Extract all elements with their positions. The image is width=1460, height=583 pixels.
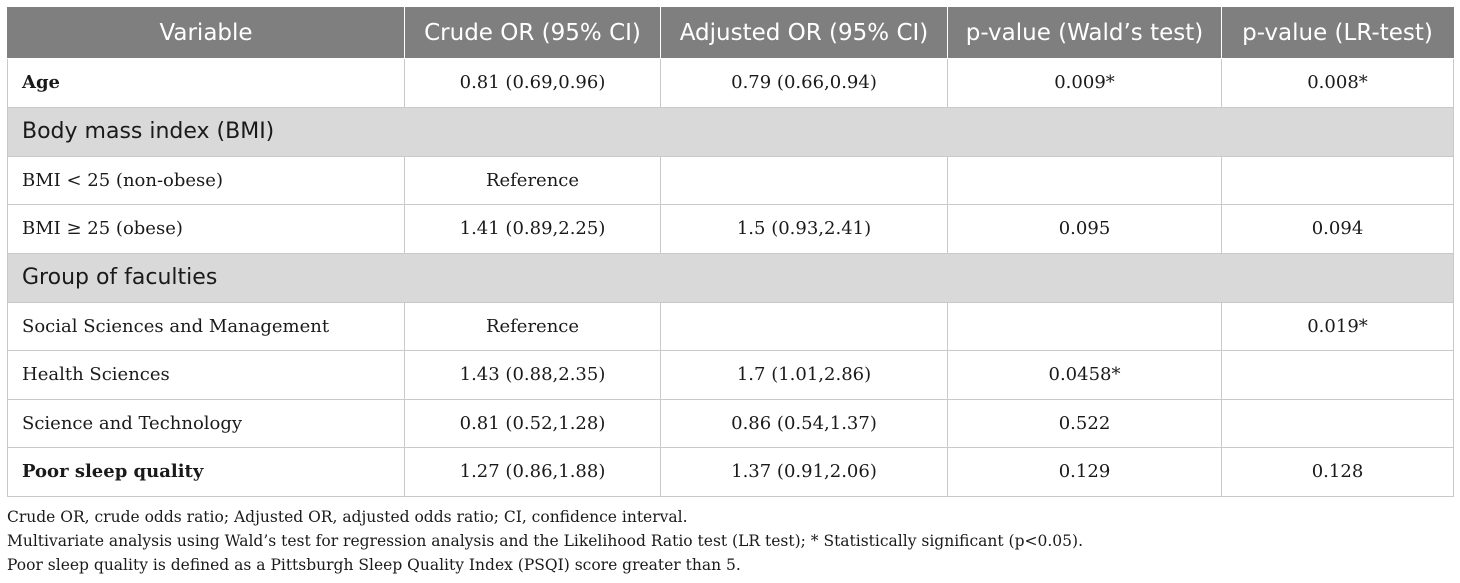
section-label-faculties: Group of faculties xyxy=(7,252,1454,303)
crude-or-cell: 1.43 (0.88,2.35) xyxy=(404,350,661,400)
adjusted-or-cell: 1.7 (1.01,2.86) xyxy=(660,350,948,400)
table-row: Social Sciences and Management Reference… xyxy=(7,301,1454,351)
row-label: Social Sciences and Management xyxy=(7,301,405,351)
p-value-lr-cell: 0.008* xyxy=(1221,58,1454,108)
adjusted-or-cell xyxy=(660,301,948,351)
section-row: Group of faculties xyxy=(7,252,1454,303)
adjusted-or-cell xyxy=(660,155,948,205)
adjusted-or-cell: 1.37 (0.91,2.06) xyxy=(660,447,948,497)
p-value-lr-cell: 0.128 xyxy=(1221,447,1454,497)
row-label: Science and Technology xyxy=(7,398,405,448)
footnote-methods: Multivariate analysis using Wald’s test … xyxy=(7,532,1084,550)
p-value-wald-cell: 0.129 xyxy=(947,447,1222,497)
header-p-value-wald: p-value (Wald’s test) xyxy=(947,7,1222,59)
p-value-lr-cell xyxy=(1221,155,1454,205)
table-row: Health Sciences 1.43 (0.88,2.35) 1.7 (1.… xyxy=(7,350,1454,400)
crude-or-cell: 0.81 (0.52,1.28) xyxy=(404,398,661,448)
header-p-value-lr: p-value (LR-test) xyxy=(1221,7,1454,59)
header-variable: Variable xyxy=(7,7,405,59)
section-row: Body mass index (BMI) xyxy=(7,106,1454,157)
p-value-lr-cell xyxy=(1221,350,1454,400)
table-footnotes: Crude OR, crude odds ratio; Adjusted OR,… xyxy=(7,505,1083,577)
table-row: Age 0.81 (0.69,0.96) 0.79 (0.66,0.94) 0.… xyxy=(7,58,1454,108)
p-value-wald-cell: 0.095 xyxy=(947,204,1222,254)
crude-or-cell: 0.81 (0.69,0.96) xyxy=(404,58,661,108)
header-adjusted-or: Adjusted OR (95% CI) xyxy=(660,7,948,59)
section-label-bmi: Body mass index (BMI) xyxy=(7,106,1454,157)
table-row: Poor sleep quality 1.27 (0.86,1.88) 1.37… xyxy=(7,447,1454,497)
adjusted-or-cell: 0.86 (0.54,1.37) xyxy=(660,398,948,448)
adjusted-or-cell: 0.79 (0.66,0.94) xyxy=(660,58,948,108)
p-value-wald-cell: 0.522 xyxy=(947,398,1222,448)
crude-or-cell: Reference xyxy=(404,301,661,351)
table-body: Age 0.81 (0.69,0.96) 0.79 (0.66,0.94) 0.… xyxy=(7,58,1454,497)
row-label: Poor sleep quality xyxy=(7,447,405,497)
crude-or-cell: Reference xyxy=(404,155,661,205)
header-crude-or: Crude OR (95% CI) xyxy=(404,7,661,59)
adjusted-or-cell: 1.5 (0.93,2.41) xyxy=(660,204,948,254)
table-header-row: Variable Crude OR (95% CI) Adjusted OR (… xyxy=(7,7,1454,59)
row-label: BMI < 25 (non-obese) xyxy=(7,155,405,205)
row-label: Age xyxy=(7,58,405,108)
footnote-abbreviations: Crude OR, crude odds ratio; Adjusted OR,… xyxy=(7,508,688,526)
p-value-lr-cell xyxy=(1221,398,1454,448)
p-value-wald-cell: 0.0458* xyxy=(947,350,1222,400)
p-value-lr-cell: 0.094 xyxy=(1221,204,1454,254)
results-table-container: Variable Crude OR (95% CI) Adjusted OR (… xyxy=(7,7,1454,497)
table-row: Science and Technology 0.81 (0.52,1.28) … xyxy=(7,398,1454,448)
table-row: BMI ≥ 25 (obese) 1.41 (0.89,2.25) 1.5 (0… xyxy=(7,204,1454,254)
odds-ratio-table: Variable Crude OR (95% CI) Adjusted OR (… xyxy=(7,7,1454,497)
p-value-wald-cell xyxy=(947,301,1222,351)
p-value-wald-cell xyxy=(947,155,1222,205)
crude-or-cell: 1.27 (0.86,1.88) xyxy=(404,447,661,497)
row-label: BMI ≥ 25 (obese) xyxy=(7,204,405,254)
p-value-lr-cell: 0.019* xyxy=(1221,301,1454,351)
p-value-wald-cell: 0.009* xyxy=(947,58,1222,108)
footnote-definition: Poor sleep quality is defined as a Pitts… xyxy=(7,556,741,574)
row-label: Health Sciences xyxy=(7,350,405,400)
crude-or-cell: 1.41 (0.89,2.25) xyxy=(404,204,661,254)
table-row: BMI < 25 (non-obese) Reference xyxy=(7,155,1454,205)
